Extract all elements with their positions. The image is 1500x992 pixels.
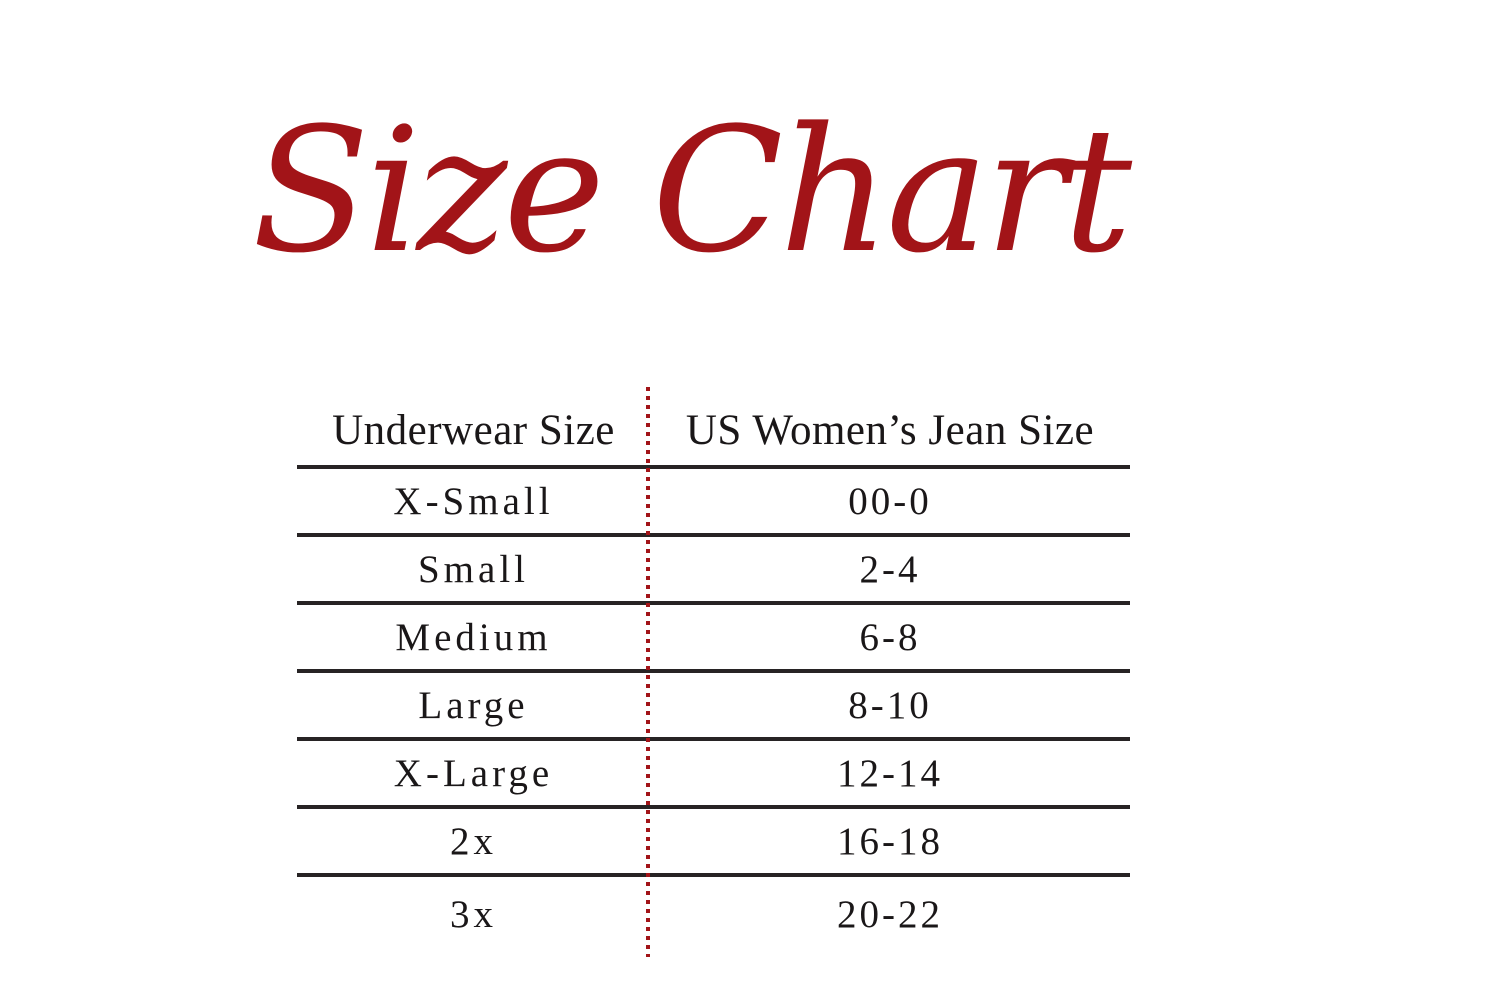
table-row: Small 2-4 — [297, 537, 1130, 605]
column-header-jean-size: US Women’s Jean Size — [685, 406, 1095, 454]
jean-size-cell: 6-8 — [859, 615, 921, 659]
table-rows: X-Small 00-0 Small 2-4 Medium 6-8 Large … — [297, 469, 1130, 951]
table-row: Medium 6-8 — [297, 605, 1130, 673]
jean-size-cell: 12-14 — [837, 751, 943, 795]
underwear-size-cell: 3x — [450, 892, 497, 936]
jean-size-cell: 20-22 — [837, 892, 943, 936]
table-row: 3x 20-22 — [297, 877, 1130, 951]
size-table: Underwear Size US Women’s Jean Size X-Sm… — [297, 387, 1130, 957]
table-row: X-Small 00-0 — [297, 469, 1130, 537]
jean-size-cell: 16-18 — [837, 819, 943, 863]
underwear-size-cell: Large — [418, 683, 529, 727]
column-header-underwear-size: Underwear Size — [332, 406, 615, 454]
dotted-column-divider — [646, 387, 650, 957]
table-row: 2x 16-18 — [297, 809, 1130, 877]
table-row: X-Large 12-14 — [297, 741, 1130, 809]
underwear-size-cell: X-Large — [393, 751, 554, 795]
jean-size-cell: 2-4 — [859, 547, 921, 591]
jean-size-cell: 00-0 — [848, 479, 932, 523]
underwear-size-cell: 2x — [450, 819, 497, 863]
table-row: Large 8-10 — [297, 673, 1130, 741]
table-header-row: Underwear Size US Women’s Jean Size — [297, 395, 1130, 469]
page-title: Size Chart — [251, 90, 1132, 291]
jean-size-cell: 8-10 — [848, 683, 932, 727]
underwear-size-cell: Small — [417, 547, 529, 591]
underwear-size-cell: Medium — [395, 615, 552, 659]
underwear-size-cell: X-Small — [393, 479, 554, 523]
